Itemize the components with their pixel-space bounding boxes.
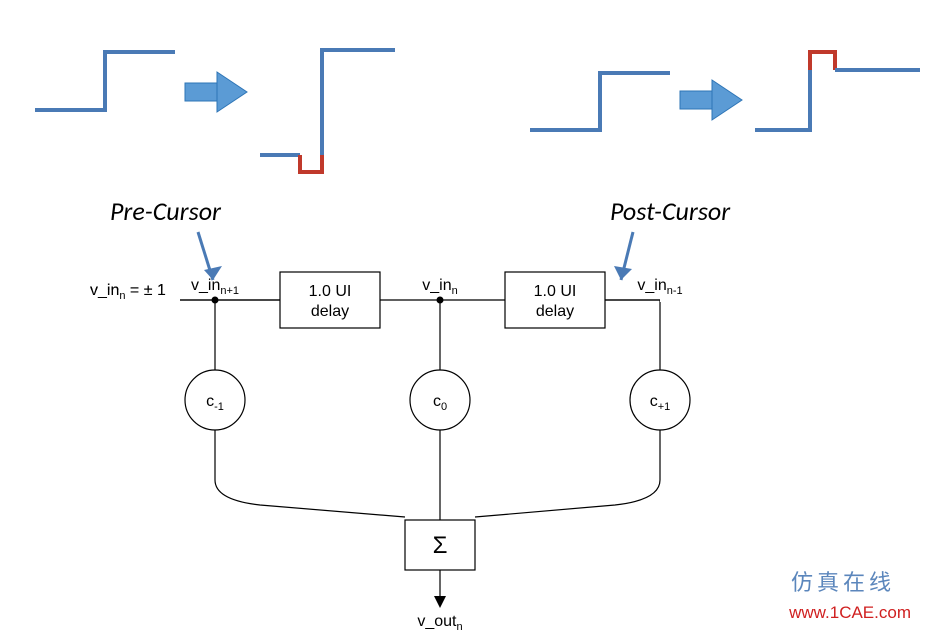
svg-text:1.0 UI: 1.0 UI bbox=[534, 283, 577, 300]
output-arrowhead bbox=[434, 596, 446, 608]
pre-cursor-arrow bbox=[198, 232, 222, 280]
waveform-top-right-output bbox=[755, 52, 920, 130]
tap1-label: v_inn+1 bbox=[191, 277, 239, 297]
svg-text:Σ: Σ bbox=[433, 532, 448, 559]
coef-c-plus1 bbox=[630, 370, 690, 430]
post-cursor-label: Post-Cursor bbox=[610, 195, 730, 227]
post-cursor-arrow bbox=[614, 232, 633, 280]
waveform-top-left-output bbox=[260, 50, 395, 172]
svg-text:1.0 UI: 1.0 UI bbox=[309, 283, 352, 300]
svg-text:delay: delay bbox=[536, 303, 574, 320]
arrow-top-left bbox=[185, 72, 247, 112]
svg-text:delay: delay bbox=[311, 303, 349, 320]
watermark-cn: 仿真在线 bbox=[791, 565, 895, 597]
coef-c-minus1 bbox=[185, 370, 245, 430]
waveform-top-left-input bbox=[35, 52, 175, 110]
arrow-top-right bbox=[680, 80, 742, 120]
tap3-label: v_inn-1 bbox=[637, 277, 682, 297]
output-label: v_outn bbox=[417, 613, 462, 633]
tap2-label: v_inn bbox=[422, 277, 457, 297]
pre-cursor-label: Pre-Cursor bbox=[110, 195, 221, 227]
block-diagram: v_inn = ± 1 v_inn = ± 1 v_inn+1 1.0 UI d… bbox=[88, 272, 702, 633]
diagram-canvas: v_inn = ± 1 v_inn = ± 1 v_inn+1 1.0 UI d… bbox=[0, 0, 925, 637]
waveform-top-right-input bbox=[530, 73, 670, 130]
watermark-url: www.1CAE.com bbox=[789, 603, 911, 623]
